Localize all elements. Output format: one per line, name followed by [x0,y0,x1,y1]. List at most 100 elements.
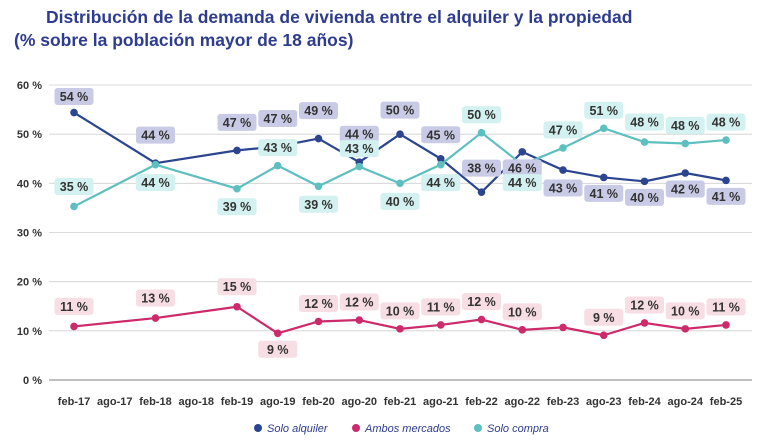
data-label-bg [584,184,624,202]
data-label-bg [543,179,583,197]
data-label: 11 % [712,300,740,314]
data-point [314,317,323,326]
x-tick-label: feb-24 [628,396,661,408]
data-label-bg [258,109,298,127]
x-tick-label: feb-18 [139,396,171,408]
data-label: 11 % [427,300,455,314]
data-label: 12 % [345,296,374,310]
legend-label: Solo alquiler [267,423,329,435]
data-label-bg [380,101,420,119]
data-label-bg [462,159,501,177]
data-label: 41 % [590,187,619,201]
data-label-bg [217,198,257,216]
data-label-bg [54,88,94,106]
data-label: 38 % [467,162,496,176]
data-label-bg [380,192,420,210]
data-label-bg [136,126,175,144]
data-label-bg [502,303,542,321]
data-label-bg [258,340,298,358]
chart-title-line1: Distribución de la demanda de vivienda e… [46,7,633,27]
data-point [559,323,567,332]
x-tick-label: ago-20 [342,396,377,408]
data-point [70,202,78,211]
data-point [396,179,404,188]
data-point [273,329,282,338]
data-label: 46 % [508,161,537,175]
data-point [355,162,364,171]
data-label-bg [706,113,746,131]
x-tick-label: feb-23 [547,396,579,408]
data-point [233,146,241,155]
data-label: 48 % [630,116,659,130]
data-label: 40 % [630,191,659,205]
data-label: 9 % [593,311,615,325]
data-label: 44 % [141,176,170,190]
data-label: 40 % [386,195,415,209]
data-label: 12 % [467,295,496,309]
data-label-bg [299,195,338,213]
data-point [436,160,445,169]
data-label: 48 % [671,119,700,133]
data-point [681,169,690,177]
data-label: 43 % [549,182,578,196]
y-tick-label: 50 % [17,129,42,141]
data-point [477,128,486,137]
y-tick-label: 60 % [17,80,42,92]
data-label: 47 % [549,123,578,137]
data-label-bg [665,180,705,198]
data-label-bg [543,121,583,139]
data-label-bg [258,139,298,157]
data-label: 47 % [223,116,252,130]
x-tick-label: ago-18 [179,396,214,408]
data-label: 12 % [304,297,333,311]
data-label: 49 % [304,104,333,118]
data-point [599,173,608,182]
x-tick-label: feb-21 [384,396,416,408]
data-label: 12 % [630,298,659,312]
data-label: 47 % [264,112,293,126]
data-label: 39 % [304,198,333,212]
data-label: 54 % [60,90,89,104]
x-tick-label: feb-25 [710,396,742,408]
x-tick-label: feb-22 [465,396,497,408]
data-point [599,124,608,133]
data-label: 13 % [141,292,170,306]
data-point [681,325,690,333]
data-point [151,160,160,169]
data-label: 42 % [671,183,700,197]
data-label-bg [584,308,624,326]
y-tick-label: 40 % [17,178,42,190]
data-label-bg [380,302,420,320]
data-label: 9 % [267,343,289,357]
data-label: 41 % [712,190,741,204]
data-label-bg [299,294,338,312]
data-label-bg [54,177,94,195]
legend-marker [474,424,482,432]
data-label-bg [502,174,542,192]
data-point [70,108,78,117]
data-label-bg [339,125,379,143]
data-point [477,188,486,196]
data-point [640,138,649,146]
data-point [518,148,527,156]
data-point [599,331,608,340]
data-point [273,161,282,170]
data-label-bg [462,106,501,124]
data-label-bg [665,302,705,320]
data-point [314,134,323,143]
data-point [151,314,160,322]
data-label: 43 % [264,141,293,155]
data-label: 51 % [590,104,619,118]
data-point [518,326,527,334]
data-label: 50 % [467,108,496,122]
data-point [355,316,364,324]
legend-label: Solo compra [487,423,549,435]
data-point [722,136,730,144]
data-labels: 54 % 44 % 47 % 47 % 49 % 44 % 50 % 45 % 38 % 46 %… [54,88,746,358]
data-point [233,184,241,193]
y-axis-ticks: 0 % 10 % 20 % 30 % 40 % 50 % 60 % [17,80,42,387]
data-label: 39 % [223,200,252,214]
x-tick-label: ago-22 [505,396,540,408]
data-point [314,182,323,191]
